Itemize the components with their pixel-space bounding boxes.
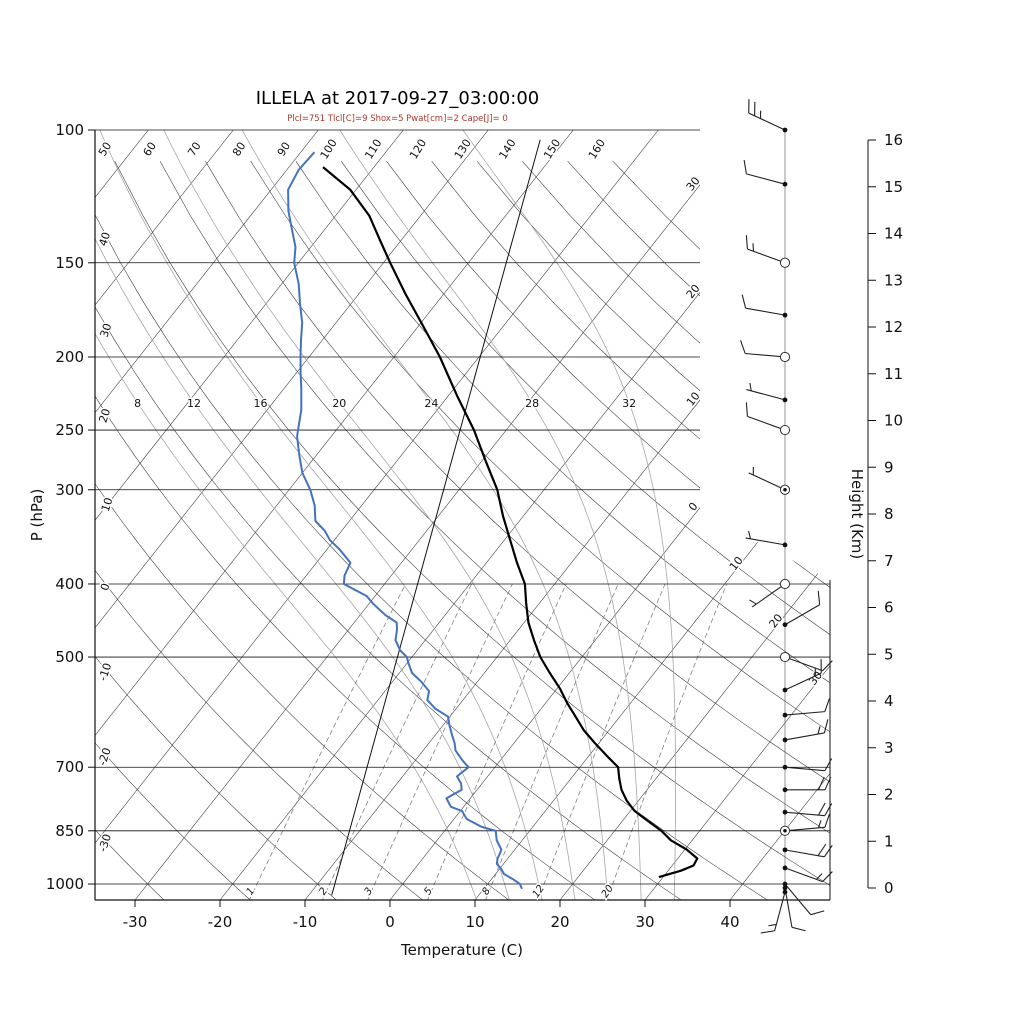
svg-text:9: 9	[884, 458, 894, 476]
svg-text:-20: -20	[96, 746, 114, 767]
svg-text:0: 0	[884, 879, 894, 897]
svg-text:700: 700	[55, 758, 84, 776]
svg-text:10: 10	[684, 390, 703, 409]
params-line: Plcl=751 Tlcl[C]=9 Shox=5 Pwat[cm]=2 Cap…	[287, 114, 508, 124]
svg-text:1000: 1000	[46, 875, 84, 893]
svg-text:13: 13	[884, 271, 903, 289]
svg-text:20: 20	[97, 407, 114, 424]
svg-text:2: 2	[884, 786, 894, 804]
svg-text:40: 40	[720, 913, 739, 931]
svg-text:8: 8	[134, 397, 141, 410]
svg-text:0: 0	[686, 500, 701, 514]
svg-text:100: 100	[318, 137, 340, 162]
svg-text:-30: -30	[96, 832, 114, 853]
moist-adiabats	[95, 130, 676, 900]
svg-text:Temperature (C): Temperature (C)	[400, 941, 523, 959]
isotherms	[95, 130, 830, 900]
svg-text:5: 5	[884, 645, 894, 663]
svg-text:400: 400	[55, 575, 84, 593]
svg-text:70: 70	[185, 140, 203, 159]
svg-text:24: 24	[424, 397, 438, 410]
svg-text:1: 1	[884, 832, 894, 850]
svg-text:20: 20	[684, 282, 703, 301]
svg-text:140: 140	[496, 137, 518, 162]
wind-barbs	[740, 99, 833, 934]
svg-text:90: 90	[275, 140, 293, 159]
svg-text:16: 16	[253, 397, 267, 410]
chart-title: ILLELA at 2017-09-27_03:00:00	[255, 88, 540, 109]
svg-text:28: 28	[525, 397, 539, 410]
svg-text:12: 12	[187, 397, 201, 410]
svg-text:15: 15	[884, 178, 903, 196]
svg-text:-10: -10	[293, 913, 318, 931]
sounding-curves	[287, 139, 699, 896]
dewpoint-curve	[287, 151, 523, 890]
svg-text:20: 20	[767, 611, 786, 630]
svg-text:120: 120	[407, 137, 429, 162]
svg-text:40: 40	[97, 230, 114, 247]
svg-text:20: 20	[332, 397, 346, 410]
svg-text:10: 10	[465, 913, 484, 931]
svg-text:80: 80	[230, 140, 248, 159]
svg-text:7: 7	[884, 552, 894, 570]
svg-text:100: 100	[55, 121, 84, 139]
svg-text:16: 16	[884, 131, 903, 149]
svg-text:14: 14	[884, 225, 903, 243]
svg-text:10: 10	[884, 412, 903, 430]
svg-text:-10: -10	[96, 661, 114, 682]
svg-text:12: 12	[884, 318, 903, 336]
svg-text:10: 10	[727, 554, 746, 573]
svg-text:5: 5	[422, 886, 435, 898]
plot-frame	[94, 130, 831, 901]
svg-text:Height (Km): Height (Km)	[848, 469, 866, 560]
svg-text:30: 30	[98, 322, 115, 339]
svg-text:500: 500	[55, 648, 84, 666]
svg-text:1: 1	[245, 886, 258, 898]
svg-text:11: 11	[884, 365, 903, 383]
svg-text:30: 30	[684, 174, 703, 193]
svg-text:200: 200	[55, 348, 84, 366]
svg-text:3: 3	[884, 739, 894, 757]
svg-text:P (hPa): P (hPa)	[28, 489, 46, 542]
svg-text:12: 12	[531, 883, 547, 900]
svg-text:0: 0	[385, 913, 395, 931]
aux-line	[331, 139, 541, 896]
svg-text:150: 150	[55, 254, 84, 272]
svg-text:60: 60	[141, 140, 159, 159]
svg-text:-30: -30	[123, 913, 148, 931]
background-lines	[95, 130, 830, 900]
svg-text:150: 150	[541, 137, 563, 162]
svg-text:300: 300	[55, 481, 84, 499]
svg-text:32: 32	[622, 397, 636, 410]
svg-text:8: 8	[884, 505, 894, 523]
mixing-ratio-lines	[249, 583, 727, 900]
svg-text:250: 250	[55, 421, 84, 439]
svg-text:4: 4	[884, 692, 894, 710]
svg-text:-20: -20	[208, 913, 233, 931]
svg-text:10: 10	[99, 496, 116, 513]
svg-text:160: 160	[586, 137, 608, 162]
svg-text:3: 3	[363, 886, 376, 898]
svg-text:20: 20	[600, 883, 616, 900]
temperature-curve	[322, 166, 699, 879]
svg-text:30: 30	[635, 913, 654, 931]
svg-text:8: 8	[480, 886, 493, 898]
svg-text:6: 6	[884, 599, 894, 617]
svg-text:20: 20	[550, 913, 569, 931]
svg-text:850: 850	[55, 822, 84, 840]
pressure-gridlines	[95, 129, 830, 885]
svg-text:2: 2	[317, 886, 330, 898]
